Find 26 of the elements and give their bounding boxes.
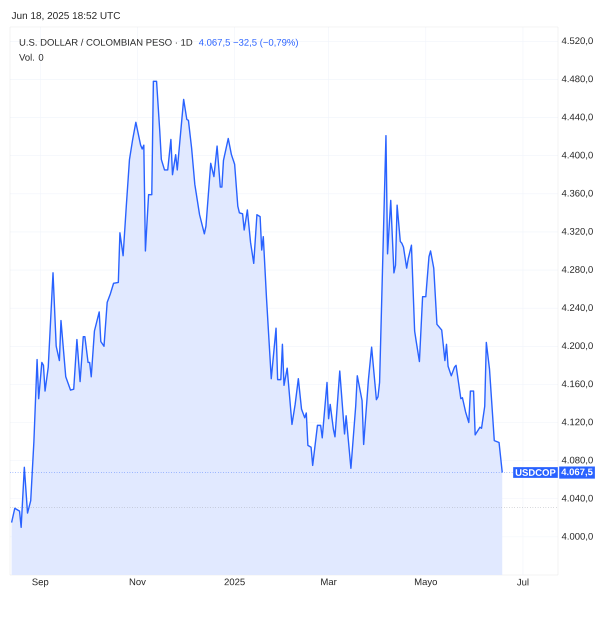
y-tick-label: 4.120,0 — [562, 418, 593, 426]
annotation: 4.067,5 −32,5 (−0,79%) — [198, 38, 298, 48]
y-tick-label: 4.360,0 — [562, 190, 593, 198]
annotation: Vol. 0 — [19, 54, 44, 61]
x-tick-label: Sep — [32, 578, 48, 588]
x-tick-label: 2025 — [224, 578, 245, 586]
text: 4.067,5 — [561, 468, 593, 477]
y-tick-label: 4.520,0 — [562, 37, 593, 46]
x-tick-label: Mar — [321, 578, 337, 586]
y-tick-label: 4.200,0 — [562, 342, 593, 350]
y-tick-label: 4.240,0 — [562, 304, 593, 312]
y-tick-label: 4.440,0 — [562, 114, 593, 122]
ref-line-label: USDCOP — [516, 469, 556, 476]
y-tick-label: 4.480,0 — [562, 75, 593, 84]
y-tick-label: 4.320,0 — [562, 228, 593, 236]
y-tick-label: 4.000,0 — [562, 532, 593, 541]
x-tick-label: Nov — [130, 578, 146, 586]
x-tick-label: Jul — [517, 578, 528, 586]
text: Jun 18, 2025 18:52 UTC — [12, 12, 120, 20]
y-tick-label: 4.280,0 — [562, 266, 593, 274]
y-tick-label: 4.080,0 — [562, 456, 593, 465]
text: U.S. DOLLAR / COLOMBIAN PESO · 1D — [20, 38, 192, 46]
y-tick-label: 4.040,0 — [562, 494, 593, 503]
y-tick-label: 4.160,0 — [562, 380, 593, 388]
x-tick-label: Mayo — [414, 578, 438, 588]
y-tick-label: 4.400,0 — [562, 152, 593, 160]
